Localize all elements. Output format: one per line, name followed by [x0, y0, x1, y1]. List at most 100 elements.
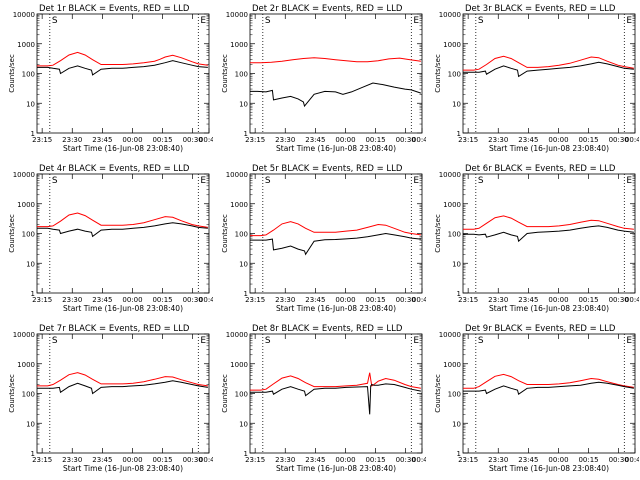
series-red-line	[37, 372, 208, 387]
marker-label-s: S	[478, 336, 484, 346]
y-tick-label: 1000	[17, 361, 35, 369]
marker-label-e: E	[200, 16, 206, 26]
detector-panel-1: Det 1r BLACK = Events, RED = LLD 1 10 100 10…	[0, 0, 213, 160]
x-tick-label: 23:30	[488, 136, 508, 144]
x-axis-label: Start Time (16-Jun-08 23:08:40)	[489, 304, 609, 313]
x-tick-label: 00:15	[578, 456, 598, 464]
y-tick-label: 1000	[230, 201, 248, 209]
x-tick-label: 00:45	[412, 136, 426, 144]
y-axis-label: Counts/sec	[434, 374, 442, 413]
series-black-line	[37, 380, 208, 395]
detector-panel-6: Det 6r BLACK = Events, RED = LLD 1 10 100 10…	[426, 160, 639, 320]
x-tick-label: 00:45	[412, 296, 426, 304]
series-black-line	[463, 61, 634, 78]
x-tick-label: 23:15	[245, 456, 265, 464]
y-tick-label: 1	[31, 450, 35, 458]
y-tick-label: 10	[452, 260, 461, 268]
series-red-line	[37, 212, 208, 228]
x-axis-label: Start Time (16-Jun-08 23:08:40)	[276, 464, 396, 473]
y-tick-label: 10000	[439, 11, 461, 19]
x-tick-label: 00:00	[548, 296, 568, 304]
marker-label-s: S	[478, 176, 484, 186]
y-tick-label: 100	[235, 231, 248, 239]
series-black-line	[463, 225, 634, 243]
x-tick-label: 23:30	[488, 296, 508, 304]
x-tick-label: 00:45	[199, 136, 213, 144]
detector-chart-2: Det 2r BLACK = Events, RED = LLD 1 10 100 10…	[221, 4, 426, 153]
series-red-line	[463, 373, 634, 389]
detector-chart-3: Det 3r BLACK = Events, RED = LLD 1 10 100 10…	[434, 4, 639, 153]
y-tick-label: 10	[452, 420, 461, 428]
marker-label-e: E	[626, 176, 632, 186]
x-tick-label: 23:45	[92, 456, 112, 464]
y-tick-label: 1000	[230, 361, 248, 369]
x-tick-label: 23:30	[62, 456, 82, 464]
x-tick-label: 00:45	[412, 456, 426, 464]
marker-label-e: E	[413, 176, 419, 186]
marker-label-s: S	[265, 16, 271, 26]
chart-title: Det 8r BLACK = Events, RED = LLD	[252, 324, 403, 334]
marker-label-s: S	[265, 336, 271, 346]
detector-panel-8: Det 8r BLACK = Events, RED = LLD 1 10 100 10…	[213, 320, 426, 480]
plot-frame	[36, 333, 210, 454]
x-tick-label: 00:00	[122, 296, 142, 304]
y-tick-label: 10	[239, 100, 248, 108]
y-tick-label: 10000	[226, 331, 248, 339]
y-tick-label: 1	[244, 450, 248, 458]
x-tick-label: 23:15	[32, 296, 52, 304]
marker-label-s: S	[52, 336, 58, 346]
x-tick-label: 23:45	[518, 136, 538, 144]
chart-title: Det 2r BLACK = Events, RED = LLD	[252, 4, 403, 14]
x-tick-label: 23:45	[305, 456, 325, 464]
x-tick-label: 23:45	[305, 296, 325, 304]
chart-title: Det 4r BLACK = Events, RED = LLD	[39, 164, 190, 174]
series-black-line	[250, 383, 421, 415]
series-red-line	[250, 57, 421, 64]
series-black-line	[250, 232, 421, 256]
y-tick-label: 100	[22, 391, 35, 399]
chart-title: Det 3r BLACK = Events, RED = LLD	[465, 4, 616, 14]
marker-label-e: E	[626, 16, 632, 26]
y-axis-label: Counts/sec	[8, 214, 16, 253]
y-tick-label: 1	[457, 450, 461, 458]
y-tick-label: 100	[448, 391, 461, 399]
x-tick-label: 00:30	[183, 296, 203, 304]
y-tick-label: 1	[31, 130, 35, 138]
marker-label-e: E	[413, 336, 419, 346]
y-axis-label: Counts/sec	[8, 54, 16, 93]
x-tick-label: 23:45	[518, 456, 538, 464]
x-tick-label: 00:00	[548, 136, 568, 144]
x-tick-label: 00:15	[152, 456, 172, 464]
x-tick-label: 00:30	[396, 136, 416, 144]
x-tick-label: 23:15	[458, 136, 478, 144]
plot-frame	[249, 333, 423, 454]
plot-frame	[249, 173, 423, 294]
x-tick-label: 00:15	[152, 136, 172, 144]
y-tick-label: 1	[457, 290, 461, 298]
x-tick-label: 23:15	[32, 456, 52, 464]
x-tick-label: 23:15	[32, 136, 52, 144]
x-tick-label: 23:45	[305, 136, 325, 144]
x-axis-label: Start Time (16-Jun-08 23:08:40)	[489, 144, 609, 153]
marker-label-s: S	[52, 16, 58, 26]
x-axis-label: Start Time (16-Jun-08 23:08:40)	[276, 144, 396, 153]
x-tick-label: 00:30	[396, 456, 416, 464]
y-tick-label: 10000	[226, 171, 248, 179]
marker-label-s: S	[52, 176, 58, 186]
x-tick-label: 23:30	[275, 296, 295, 304]
y-tick-label: 1000	[230, 41, 248, 49]
x-tick-label: 23:30	[488, 456, 508, 464]
y-tick-label: 1	[31, 290, 35, 298]
y-tick-label: 10000	[226, 11, 248, 19]
x-axis-label: Start Time (16-Jun-08 23:08:40)	[63, 304, 183, 313]
x-tick-label: 23:15	[245, 296, 265, 304]
x-tick-label: 00:00	[335, 456, 355, 464]
y-axis-label: Counts/sec	[434, 54, 442, 93]
x-tick-label: 23:30	[275, 136, 295, 144]
x-tick-label: 23:45	[92, 136, 112, 144]
plot-frame	[36, 13, 210, 134]
x-tick-label: 00:15	[365, 456, 385, 464]
detector-chart-5: Det 5r BLACK = Events, RED = LLD 1 10 100 10…	[221, 164, 426, 313]
y-tick-label: 10	[26, 260, 35, 268]
x-tick-label: 23:15	[245, 136, 265, 144]
